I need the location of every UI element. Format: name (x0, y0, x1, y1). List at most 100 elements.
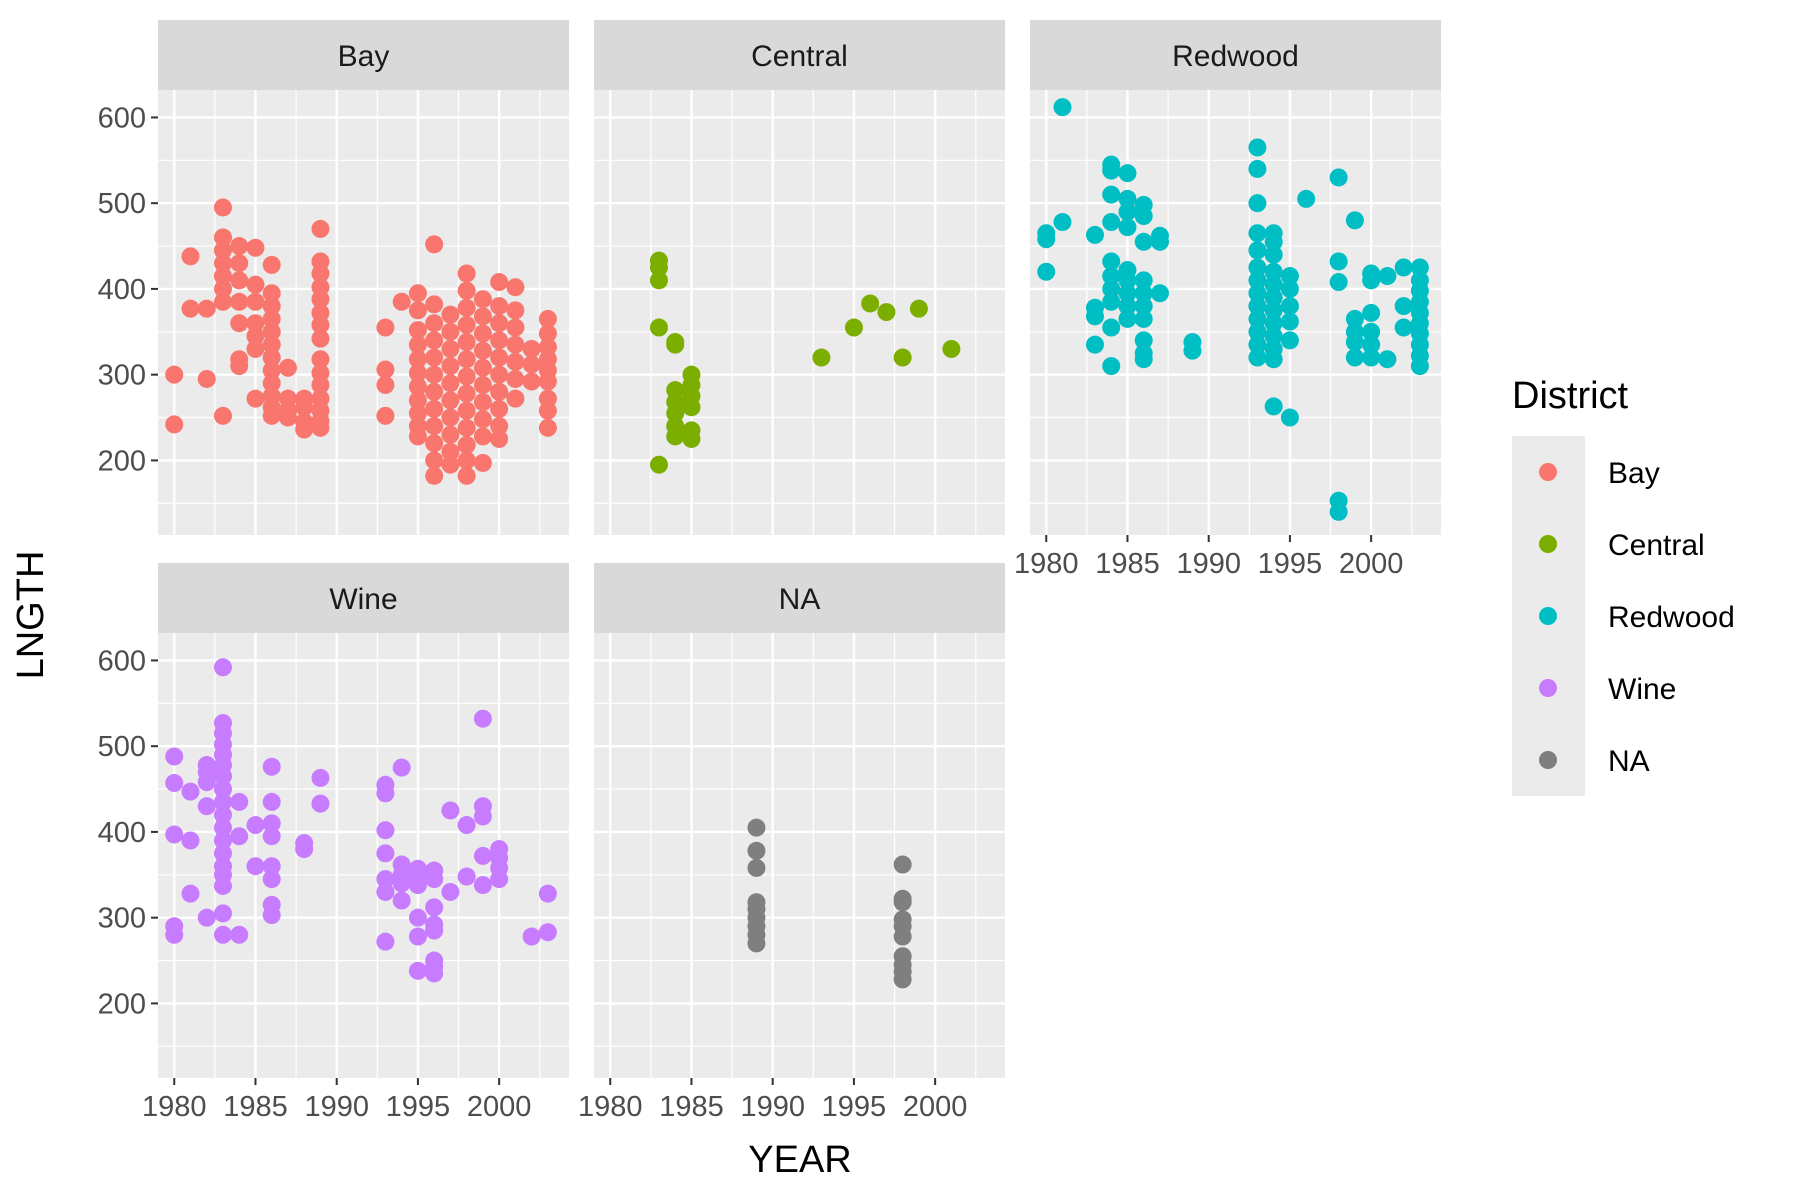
x-tick-label: 1985 (1095, 548, 1160, 580)
data-point-wine (457, 867, 476, 886)
data-point-na (893, 855, 912, 874)
data-point-bay (490, 348, 509, 367)
data-point-redwood (1134, 331, 1153, 350)
data-point-bay (425, 235, 444, 254)
data-point-central (877, 303, 896, 322)
data-point-bay (165, 365, 184, 384)
data-point-bay (425, 295, 444, 314)
data-point-bay (490, 273, 509, 292)
data-point-bay (441, 425, 460, 444)
data-point-wine (213, 767, 232, 786)
facet-panels: Bay 200 300 400 500 600 Central Redwood 1980 1985… (98, 20, 1441, 1123)
data-point-redwood (1264, 232, 1283, 251)
data-point-central (844, 318, 863, 337)
y-tick-label: 300 (98, 360, 146, 392)
data-point-bay (506, 318, 525, 337)
x-tick-label: 1990 (740, 1091, 805, 1123)
data-point-bay (311, 350, 330, 369)
data-point-wine (230, 827, 249, 846)
data-point-bay (425, 314, 444, 333)
data-point-wine (295, 840, 314, 859)
data-point-wine (262, 814, 281, 833)
data-point-redwood (1118, 271, 1137, 290)
data-point-bay (506, 352, 525, 371)
data-point-redwood (1183, 341, 1202, 360)
y-tick-label: 200 (98, 988, 146, 1020)
data-point-redwood (1118, 284, 1137, 303)
data-point-wine (376, 821, 395, 840)
data-point-na (893, 970, 912, 989)
data-point-bay (490, 382, 509, 401)
facet-strip-redwood (1030, 20, 1441, 90)
data-point-wine (165, 747, 184, 766)
facet-strip-label-central: Central (751, 40, 848, 73)
data-point-redwood (1362, 271, 1381, 290)
panel-background-na (594, 633, 1005, 1078)
data-point-central (666, 404, 685, 423)
data-point-wine (376, 882, 395, 901)
data-point-redwood (1264, 245, 1283, 264)
data-point-bay (490, 429, 509, 448)
data-point-bay (376, 318, 395, 337)
data-point-bay (246, 275, 265, 294)
y-tick-label: 300 (98, 903, 146, 935)
data-point-redwood (1248, 271, 1267, 290)
data-point-redwood (1280, 297, 1299, 316)
data-point-wine (311, 768, 330, 787)
facet-strip-central (594, 20, 1005, 90)
data-point-redwood (1134, 207, 1153, 226)
data-point-bay (473, 427, 492, 446)
data-point-wine (197, 797, 216, 816)
data-point-bay (278, 408, 297, 427)
data-point-central (682, 429, 701, 448)
data-point-wine (425, 964, 444, 983)
data-point-bay (230, 292, 249, 311)
data-point-wine (376, 784, 395, 803)
data-point-bay (457, 298, 476, 317)
data-point-bay (295, 420, 314, 439)
data-point-redwood (1150, 232, 1169, 251)
x-tick-label: 1990 (1176, 548, 1241, 580)
data-point-wine (230, 925, 249, 944)
data-point-bay (246, 327, 265, 346)
data-point-wine (473, 876, 492, 895)
data-point-bay (490, 365, 509, 384)
data-point-bay (473, 341, 492, 360)
data-point-redwood (1248, 348, 1267, 367)
data-point-bay (262, 255, 281, 274)
legend-key-bay (1539, 463, 1557, 481)
data-point-wine (441, 882, 460, 901)
data-point-redwood (1134, 350, 1153, 369)
data-point-central (942, 339, 961, 358)
data-point-wine (473, 709, 492, 728)
data-point-wine (165, 825, 184, 844)
data-point-bay (457, 315, 476, 334)
data-point-bay (441, 442, 460, 461)
data-point-wine (230, 792, 249, 811)
data-point-redwood (1280, 267, 1299, 286)
data-point-bay (457, 264, 476, 283)
data-point-central (649, 318, 668, 337)
data-point-bay (522, 355, 541, 374)
data-point-central (812, 348, 831, 367)
data-point-redwood (1248, 258, 1267, 277)
data-point-redwood (1264, 301, 1283, 320)
facet-strip-label-na: NA (779, 583, 821, 616)
data-point-bay (441, 455, 460, 474)
data-point-bay (311, 418, 330, 437)
data-point-na (747, 841, 766, 860)
data-point-bay (441, 374, 460, 393)
data-point-wine (165, 925, 184, 944)
data-point-bay (506, 278, 525, 297)
data-point-wine (457, 816, 476, 835)
data-point-redwood (1248, 159, 1267, 178)
data-point-bay (181, 247, 200, 266)
data-point-wine (538, 923, 557, 942)
data-point-redwood (1118, 218, 1137, 237)
data-point-redwood (1378, 267, 1397, 286)
data-point-wine (213, 780, 232, 799)
data-point-bay (165, 415, 184, 434)
data-point-redwood (1329, 273, 1348, 292)
y-tick-label: 600 (98, 102, 146, 134)
data-point-redwood (1134, 284, 1153, 303)
